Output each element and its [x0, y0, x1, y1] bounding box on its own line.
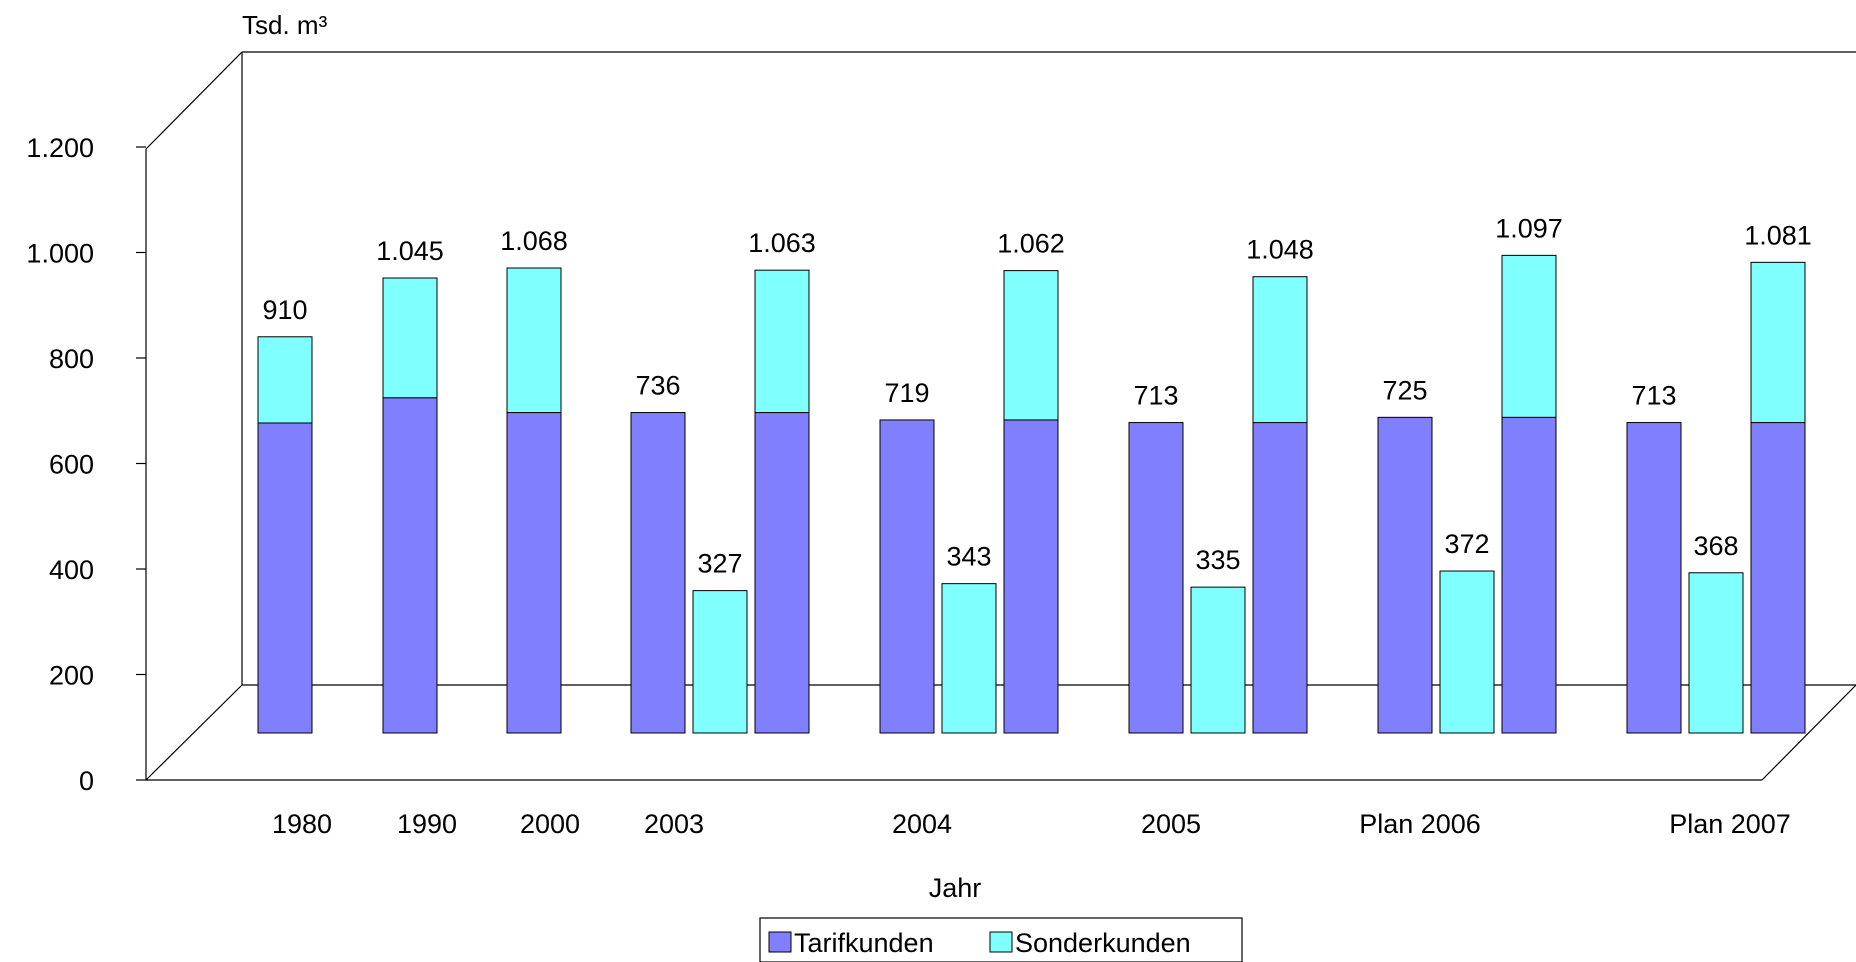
- data-label: 335: [1195, 545, 1240, 575]
- data-label: 713: [1133, 381, 1178, 411]
- data-label: 725: [1382, 375, 1427, 405]
- bar-tarifkunden: [1501, 416, 1557, 734]
- bar-sonderkunden-stacked: [506, 267, 562, 414]
- legend: Tarifkunden Sonderkunden: [759, 917, 1243, 962]
- bar-sonderkunden: [1439, 570, 1495, 734]
- legend-swatch-sonderkunden: [989, 931, 1013, 953]
- bar-tarifkunden: [1252, 422, 1308, 734]
- bar-sonderkunden: [692, 590, 748, 734]
- bar-sonderkunden: [1190, 586, 1246, 734]
- bar-sonderkunden: [941, 583, 997, 734]
- bar-sonderkunden-stacked: [754, 269, 810, 414]
- x-tick-label: 1980: [272, 809, 332, 839]
- data-labels: 910 1.045 1.068 736 327 1.063 719 343 1.062 713 33…: [262, 213, 1811, 578]
- x-tick-label: 2003: [644, 809, 704, 839]
- bar-tarifkunden: [1750, 422, 1806, 734]
- data-label: 910: [262, 295, 307, 325]
- x-tick-label: Plan 2006: [1359, 809, 1481, 839]
- bar-sonderkunden-stacked: [1003, 270, 1059, 421]
- x-tick-label: 2004: [892, 809, 952, 839]
- legend-swatch-tarifkunden: [768, 931, 792, 953]
- bar-tarifkunden: [754, 412, 810, 734]
- data-label: 1.097: [1495, 213, 1563, 243]
- floor-right-edge: [1761, 684, 1856, 781]
- back-wall-top-edge: [145, 51, 1856, 150]
- bar-tarifkunden: [1128, 422, 1184, 734]
- data-label: 719: [884, 378, 929, 408]
- y-axis: 0 200 400 600 800 1.000 1.200: [26, 133, 146, 796]
- bar-tarifkunden: [879, 419, 935, 734]
- bar-sonderkunden-stacked: [1501, 254, 1557, 418]
- y-tick-label: 1.000: [26, 239, 94, 269]
- bar-sonderkunden-stacked: [1750, 261, 1806, 424]
- y-unit-label: Tsd. m³: [242, 10, 328, 40]
- x-tick-label: 2005: [1141, 809, 1201, 839]
- data-label: 343: [946, 542, 991, 572]
- y-tick-label: 800: [49, 344, 94, 374]
- floor-left-edge: [145, 684, 243, 781]
- bar-sonderkunden-stacked: [257, 336, 313, 424]
- x-tick-label: 2000: [520, 809, 580, 839]
- data-label: 1.063: [748, 228, 816, 258]
- x-tick-label: 1990: [397, 809, 457, 839]
- data-label: 1.045: [376, 236, 444, 266]
- legend-label-tarifkunden: Tarifkunden: [794, 928, 934, 958]
- x-axis: 1980 1990 2000 2003 2004 2005 Plan 2006 Plan 20…: [272, 809, 1791, 839]
- y-tick-label: 200: [49, 661, 94, 691]
- y-tick-label: 1.200: [26, 133, 94, 163]
- bar-tarifkunden: [1377, 416, 1433, 734]
- data-label: 713: [1631, 381, 1676, 411]
- data-label: 736: [635, 371, 680, 401]
- bar-tarifkunden: [506, 412, 562, 734]
- bar-tarifkunden: [630, 412, 686, 734]
- data-label: 1.068: [500, 226, 568, 256]
- data-label: 1.081: [1744, 220, 1812, 250]
- bar-tarifkunden: [382, 397, 438, 734]
- data-label: 1.062: [997, 229, 1065, 259]
- data-label: 372: [1444, 529, 1489, 559]
- y-tick-label: 400: [49, 555, 94, 585]
- bar-tarifkunden: [257, 422, 313, 734]
- data-label: 368: [1693, 531, 1738, 561]
- bar-sonderkunden-stacked: [1252, 276, 1308, 424]
- bars: [257, 254, 1806, 734]
- bar-sonderkunden-stacked: [382, 277, 438, 399]
- data-label: 327: [697, 549, 742, 579]
- y-tick-label: 600: [49, 450, 94, 480]
- y-tick-label: 0: [79, 766, 94, 796]
- bar-sonderkunden: [1688, 572, 1744, 734]
- data-label: 1.048: [1246, 235, 1314, 265]
- bar-tarifkunden: [1003, 419, 1059, 734]
- legend-label-sonderkunden: Sonderkunden: [1015, 928, 1191, 958]
- bar-tarifkunden: [1626, 422, 1682, 734]
- x-axis-title: Jahr: [929, 873, 982, 903]
- x-tick-label: Plan 2007: [1669, 809, 1791, 839]
